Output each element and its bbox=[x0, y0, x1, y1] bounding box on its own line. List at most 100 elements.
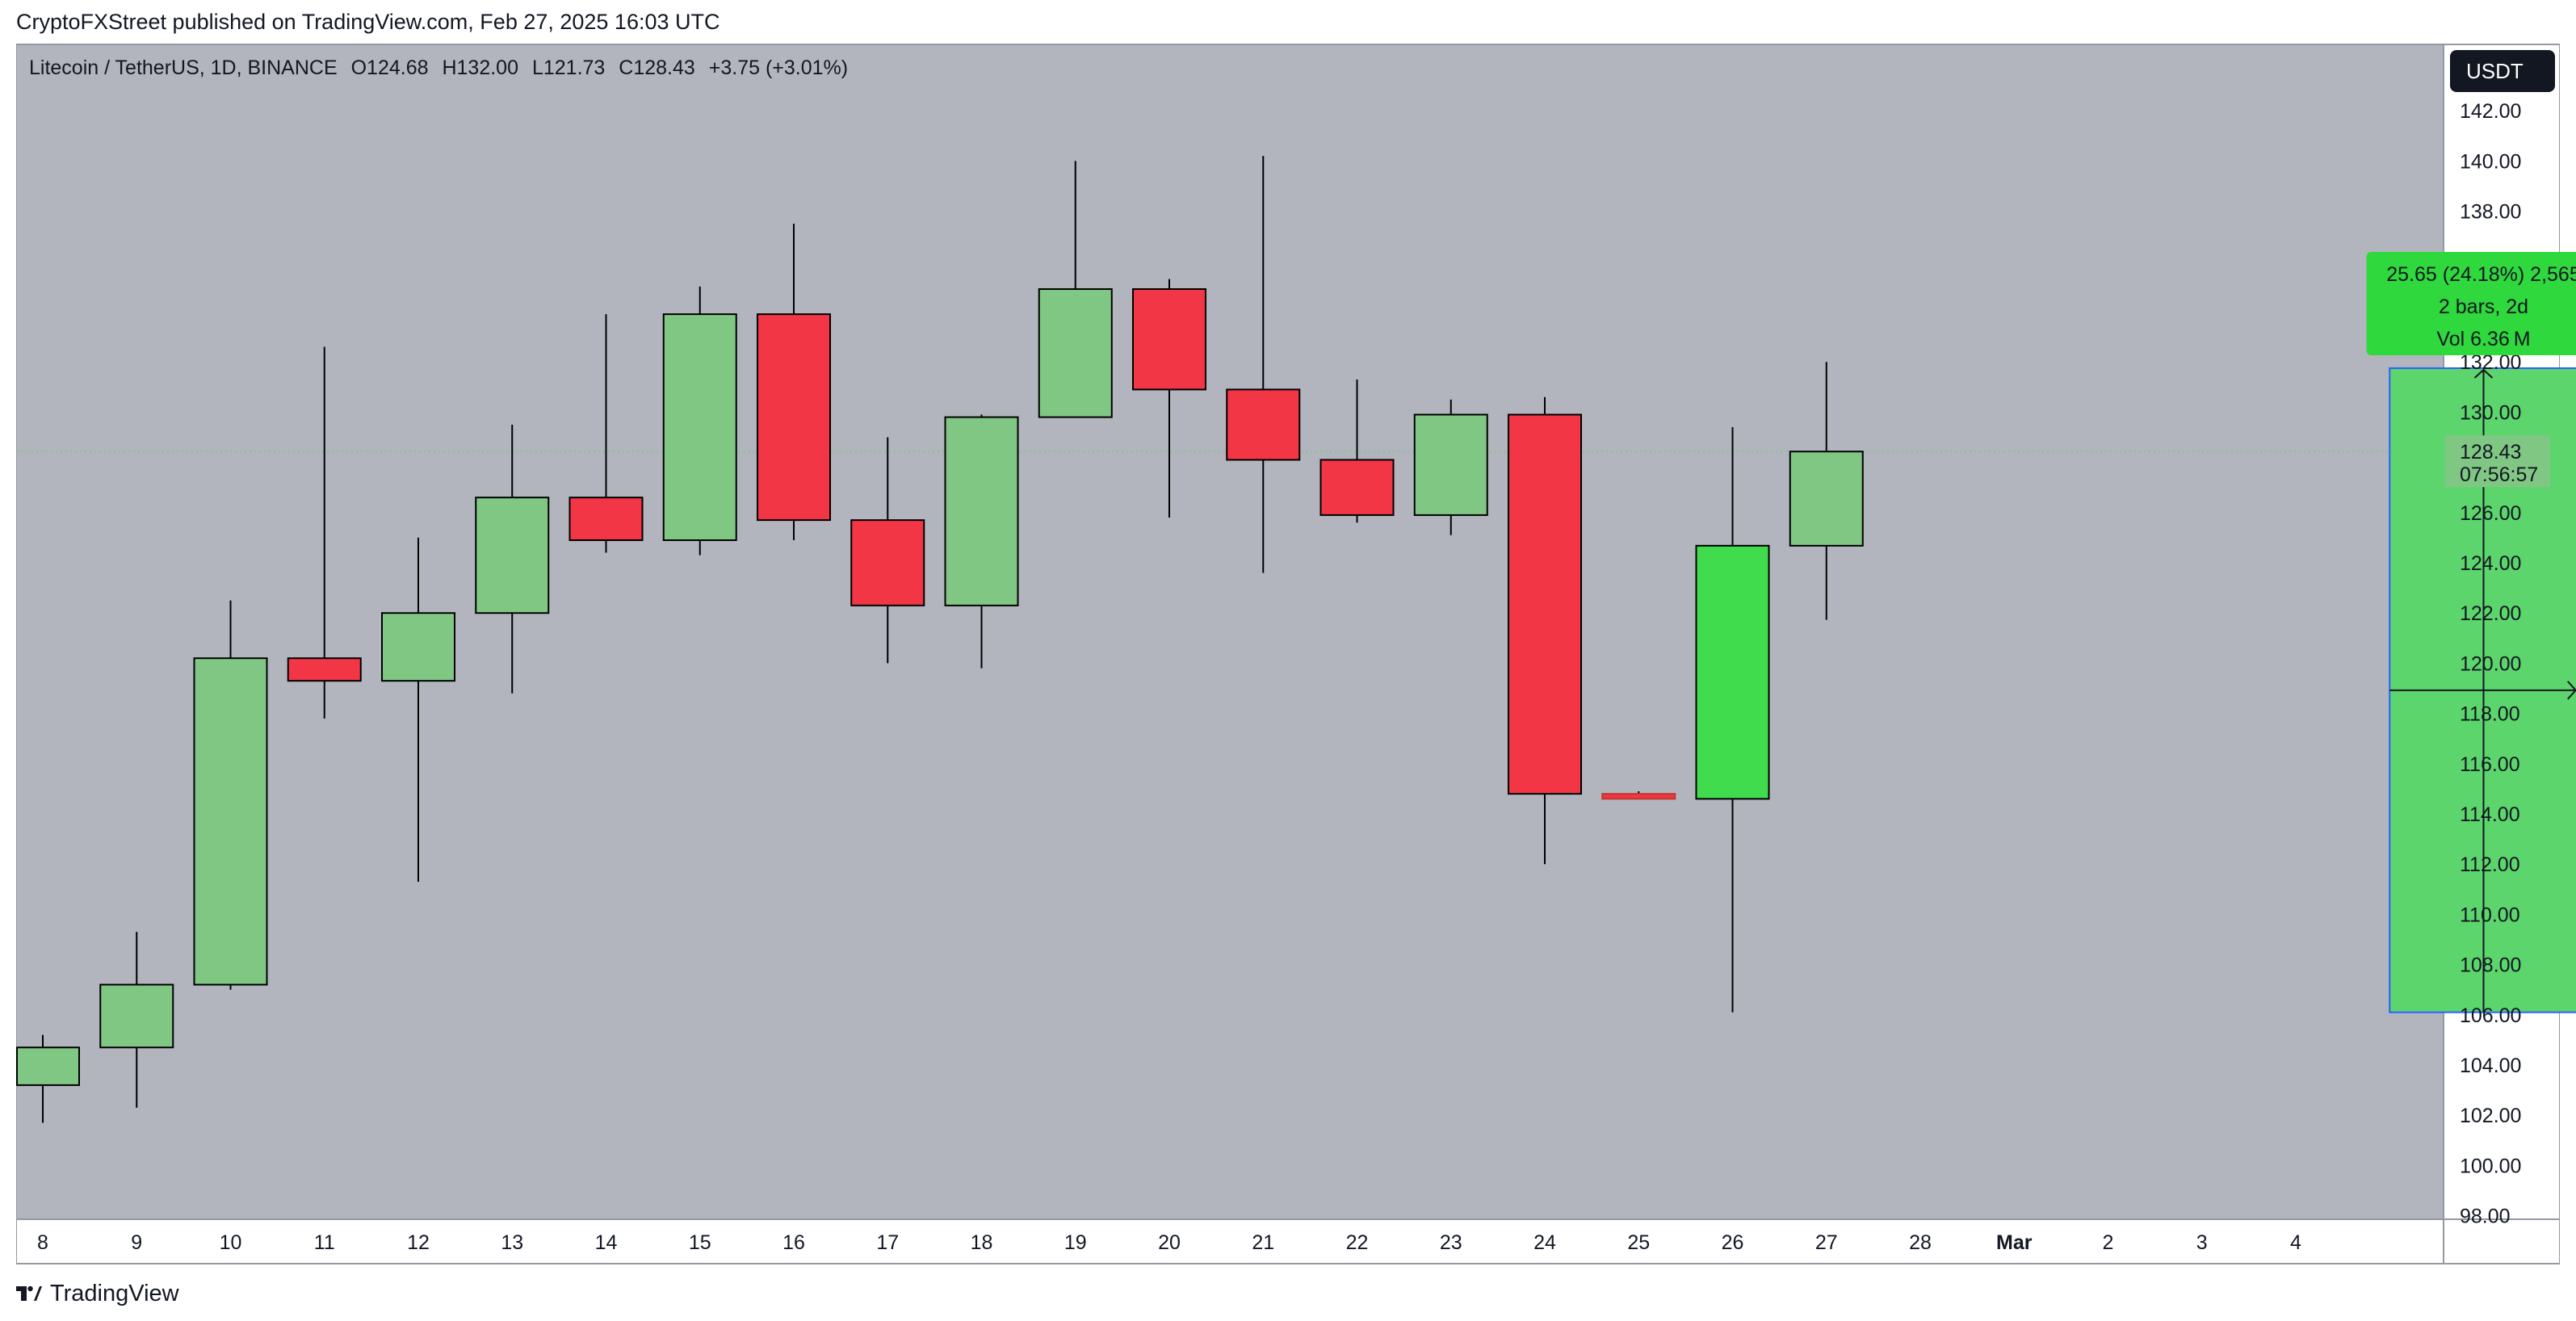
brand-name: TradingView bbox=[50, 1280, 179, 1306]
date-tick-label: 10 bbox=[220, 1231, 242, 1254]
published-header: CryptoFXStreet published on TradingView.… bbox=[16, 10, 720, 34]
price-tick-label: 116.00 bbox=[2460, 753, 2520, 776]
candle[interactable] bbox=[662, 286, 737, 556]
price-tick-label: 122.00 bbox=[2460, 602, 2521, 625]
candle[interactable] bbox=[475, 424, 550, 694]
date-tick-label: 11 bbox=[314, 1231, 335, 1254]
date-tick-label: 22 bbox=[1346, 1231, 1369, 1254]
price-tick-label: 98.00 bbox=[2460, 1206, 2511, 1228]
candle-body bbox=[381, 612, 455, 682]
measure-label-change: 25.65 (24.18%) 2,565 bbox=[2386, 263, 2576, 286]
price-tick-label: 102.00 bbox=[2460, 1105, 2521, 1127]
chart-labels: 25.65 (24.18%) 2,565 2 bars, 2d Vol 6.36… bbox=[2366, 251, 2576, 488]
price-tick-label: 130.00 bbox=[2460, 401, 2521, 424]
date-tick-label: 17 bbox=[876, 1231, 899, 1254]
price-tick-label: 110.00 bbox=[2460, 904, 2520, 926]
candle-body bbox=[99, 983, 174, 1049]
candle-body bbox=[1413, 413, 1488, 516]
candle[interactable] bbox=[99, 932, 174, 1108]
price-tick-label: 142.00 bbox=[2460, 100, 2521, 123]
candle-body bbox=[1319, 459, 1395, 516]
candle-body bbox=[1038, 288, 1113, 418]
candle[interactable] bbox=[1226, 156, 1301, 573]
tradingview-logo-icon bbox=[16, 1285, 42, 1301]
candle-body bbox=[1226, 388, 1301, 461]
candle-body bbox=[568, 497, 644, 542]
measure-label-bars: 2 bars, 2d bbox=[2439, 296, 2528, 318]
candle[interactable] bbox=[1038, 161, 1113, 418]
candle[interactable] bbox=[1319, 379, 1395, 523]
date-tick-label: 3 bbox=[2196, 1231, 2208, 1254]
price-tick-label: 118.00 bbox=[2460, 703, 2520, 726]
measure-up-arrowhead bbox=[2473, 368, 2494, 379]
candle[interactable] bbox=[850, 437, 925, 664]
date-tick-label: 18 bbox=[971, 1231, 993, 1254]
bar-countdown: 07:56:57 bbox=[2460, 463, 2538, 486]
date-tick-label: 20 bbox=[1158, 1231, 1181, 1254]
candle-body bbox=[662, 313, 737, 542]
date-tick-label: 21 bbox=[1252, 1231, 1274, 1254]
ohlc-open: O124.68 bbox=[350, 57, 429, 79]
date-tick-label: 14 bbox=[595, 1231, 618, 1254]
measure-label-box bbox=[2366, 251, 2576, 355]
currency-button[interactable]: USDT bbox=[2450, 50, 2555, 92]
candle[interactable] bbox=[1695, 427, 1770, 1013]
last-price-value: 128.43 bbox=[2460, 441, 2521, 463]
candle[interactable] bbox=[568, 314, 644, 553]
candle-body bbox=[757, 313, 831, 522]
candle-body bbox=[850, 519, 925, 606]
date-tick-label: 15 bbox=[689, 1231, 711, 1254]
price-tick-label: 112.00 bbox=[2460, 853, 2520, 876]
measure-label-volume: Vol 6.36 M bbox=[2436, 328, 2530, 350]
date-tick-label: 26 bbox=[1722, 1231, 1744, 1254]
price-tick-label: 138.00 bbox=[2460, 201, 2521, 224]
date-tick-label: 4 bbox=[2290, 1231, 2301, 1254]
candle[interactable] bbox=[944, 414, 1019, 669]
date-tick-label: 24 bbox=[1533, 1231, 1556, 1254]
candle-body bbox=[944, 416, 1019, 606]
symbol-legend[interactable]: Litecoin / TetherUS, 1D, BINANCE O124.68… bbox=[29, 57, 856, 80]
candle-body bbox=[16, 1046, 80, 1086]
price-tick-label: 140.00 bbox=[2460, 150, 2521, 173]
tradingview-brand[interactable]: TradingView bbox=[16, 1279, 179, 1308]
candle[interactable] bbox=[1413, 399, 1488, 535]
ohlc-high: H132.00 bbox=[442, 57, 518, 79]
price-tick-label: 108.00 bbox=[2460, 954, 2521, 977]
price-tick-label: 114.00 bbox=[2460, 803, 2520, 826]
candle-body bbox=[193, 657, 268, 986]
date-tick-label: 28 bbox=[1909, 1231, 1932, 1254]
date-tick-label: 23 bbox=[1440, 1231, 1462, 1254]
price-tick-label: 100.00 bbox=[2460, 1155, 2521, 1177]
candle[interactable] bbox=[1601, 791, 1676, 800]
candle[interactable] bbox=[1508, 396, 1582, 865]
candle[interactable] bbox=[193, 600, 268, 990]
candle[interactable] bbox=[1132, 279, 1206, 518]
ohlc-low: L121.73 bbox=[531, 57, 606, 79]
date-tick-label: 16 bbox=[782, 1231, 805, 1254]
last-price-badge bbox=[2445, 435, 2550, 488]
time-axis-labels: 8 9 10 11 12 13 14 15 16 17 18 19 20 21 22 23 24 25 26 27 28… bbox=[37, 1231, 2301, 1254]
price-tick-label: 104.00 bbox=[2460, 1055, 2521, 1077]
candle-body bbox=[475, 497, 550, 614]
date-tick-label: 25 bbox=[1627, 1231, 1650, 1254]
candle-body bbox=[1789, 451, 1864, 547]
candle[interactable] bbox=[757, 224, 831, 541]
date-tick-label: 27 bbox=[1815, 1231, 1838, 1254]
time-axis-background bbox=[17, 1219, 2559, 1263]
candle[interactable] bbox=[16, 1034, 80, 1123]
price-tick-label: 124.00 bbox=[2460, 552, 2521, 575]
price-tick-label: 120.00 bbox=[2460, 652, 2521, 675]
symbol-name[interactable]: Litecoin / TetherUS, 1D, BINANCE bbox=[29, 57, 338, 79]
candle-body bbox=[1508, 413, 1582, 795]
candle[interactable] bbox=[287, 346, 362, 719]
candle-body bbox=[287, 657, 362, 682]
candle-body bbox=[1601, 793, 1676, 800]
date-tick-label: 8 bbox=[37, 1231, 48, 1254]
candle[interactable] bbox=[381, 537, 455, 882]
date-tick-label: 2 bbox=[2103, 1231, 2114, 1254]
price-tick-label: 126.00 bbox=[2460, 502, 2521, 525]
date-tick-label: 9 bbox=[131, 1231, 142, 1254]
candle[interactable] bbox=[1789, 362, 1864, 620]
candle-body bbox=[1132, 288, 1206, 391]
